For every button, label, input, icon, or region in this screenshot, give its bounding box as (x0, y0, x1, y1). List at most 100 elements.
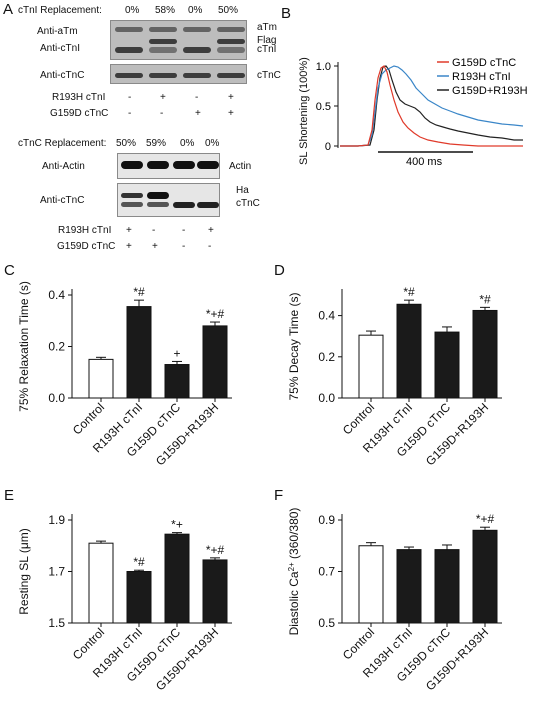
panel-letter: E (4, 487, 14, 504)
panel-d-bar-chart: D75% Decay Time (s) 0.00.20.4Control*#R19… (274, 262, 502, 468)
condition-sign: - (182, 225, 186, 236)
ctnc-replacement-value: 59% (146, 138, 167, 149)
y-tick-label: 1.0 (316, 61, 331, 73)
significance-mark: *+# (206, 307, 225, 321)
anti-actin-label: Anti-Actin (42, 161, 85, 172)
y-axis-label: 75% Decay Time (s) (287, 292, 301, 400)
y-tick-label: 1.5 (48, 616, 65, 630)
condition-sign: + (228, 92, 234, 103)
bar (202, 325, 228, 399)
y-tick-label: 1.7 (48, 565, 65, 579)
x-tick-label: Control (340, 400, 377, 437)
y-axis-label: 75% Relaxation Time (s) (17, 281, 31, 412)
y-tick-label: 0.4 (48, 288, 65, 302)
trace-g159d-r193h (340, 65, 523, 147)
bar (164, 364, 190, 399)
x-tick-label: Control (70, 625, 107, 662)
condition-sign: - (182, 241, 186, 252)
y-tick-label: 0.5 (318, 616, 335, 630)
ctni-marker: cTnI (257, 44, 277, 55)
ctnc-blot (110, 64, 247, 84)
bar (88, 358, 114, 399)
bar (126, 306, 152, 399)
significance-mark: *+# (206, 543, 225, 557)
ctni-replacement-label: cTnI Replacement: (18, 5, 102, 16)
ha-marker: Ha (236, 185, 249, 196)
ctni-replacement-value: 0% (188, 5, 203, 16)
bar (396, 303, 422, 399)
condition-sign: + (152, 241, 158, 252)
panel-letter: F (274, 487, 283, 504)
condition-sign: - (128, 108, 132, 119)
bar (472, 309, 498, 399)
condition-sign: + (126, 225, 132, 236)
y-tick-label: 0.2 (48, 340, 65, 354)
bar (88, 542, 114, 624)
condition-sign: + (126, 241, 132, 252)
ctnc-replacement-value: 0% (205, 138, 220, 149)
significance-mark: *# (133, 285, 145, 299)
actin-marker: Actin (229, 161, 252, 172)
panel-c-bar-chart: C75% Relaxation Time (s) 0.0 0.2 0.4 Control… (4, 262, 232, 468)
x-tick-label: Control (70, 400, 107, 437)
legend-r193h: R193H cTnI (452, 71, 511, 83)
bar (358, 545, 384, 624)
atm-ctni-blot (110, 20, 247, 60)
condition-sign: - (195, 92, 199, 103)
anti-ctnc-label: Anti-cTnC (40, 70, 85, 81)
condition-label: R193H cTnI (58, 225, 112, 236)
y-tick-label: 0.4 (318, 309, 335, 323)
panel-letter: D (274, 262, 285, 279)
bar (472, 529, 498, 624)
panel-b-letter: B (281, 5, 291, 22)
condition-sign: + (195, 108, 201, 119)
ctnc-marker: cTnC (257, 70, 281, 81)
significance-mark: *# (479, 292, 491, 306)
y-tick-label: 0.0 (318, 391, 335, 405)
condition-sign: - (152, 225, 156, 236)
bar (202, 559, 228, 624)
ctni-replacement-value: 50% (218, 5, 239, 16)
y-tick-label: 0.9 (318, 513, 335, 527)
ctni-replacement-value: 0% (125, 5, 140, 16)
x-tick-label: Control (340, 625, 377, 662)
bar (434, 549, 460, 624)
ctnc-bottom-marker: cTnC (236, 198, 260, 209)
anti-ctni-label: Anti-cTnI (40, 43, 81, 54)
condition-label: R193H cTnI (52, 92, 106, 103)
y-tick-label: 0.7 (318, 565, 335, 579)
ha-ctnc-blot (117, 183, 220, 217)
ctnc-replacement-value: 50% (116, 138, 137, 149)
significance-mark: *+# (476, 512, 495, 526)
significance-mark: *# (403, 285, 415, 299)
trace-g159d-ctnc (340, 65, 523, 147)
condition-sign: - (208, 241, 212, 252)
panel-b-ylabel: SL Shortening (100%) (298, 57, 310, 165)
condition-label: G159D cTnC (50, 108, 109, 119)
y-tick-label: 0 (325, 141, 331, 153)
y-axis-label: Resting SL (μm) (17, 528, 31, 615)
atm-marker: aTm (257, 22, 277, 33)
scale-bar-label: 400 ms (406, 156, 443, 168)
condition-sign: - (128, 92, 132, 103)
bar (126, 571, 152, 624)
legend-double: G159D+R193H (452, 85, 528, 97)
condition-label: G159D cTnC (57, 241, 116, 252)
flag-marker: Flag (257, 35, 277, 46)
bar (164, 533, 190, 624)
significance-mark: *# (133, 555, 145, 569)
y-tick-label: 0.5 (316, 101, 331, 113)
y-tick-label: 0.0 (48, 391, 65, 405)
anti-atm-label: Anti-aTm (37, 26, 78, 37)
ctni-replacement-value: 58% (155, 5, 176, 16)
condition-sign: + (228, 108, 234, 119)
significance-mark: *+ (171, 518, 183, 532)
y-axis-label: Diastolic Ca2+ (360/380) (287, 508, 302, 636)
anti-ctnc-bottom-label: Anti-cTnC (40, 195, 85, 206)
ctnc-replacement-value: 0% (180, 138, 195, 149)
bar (358, 334, 384, 399)
y-tick-label: 1.9 (48, 513, 65, 527)
legend-g159d: G159D cTnC (452, 57, 516, 69)
condition-sign: - (160, 108, 164, 119)
